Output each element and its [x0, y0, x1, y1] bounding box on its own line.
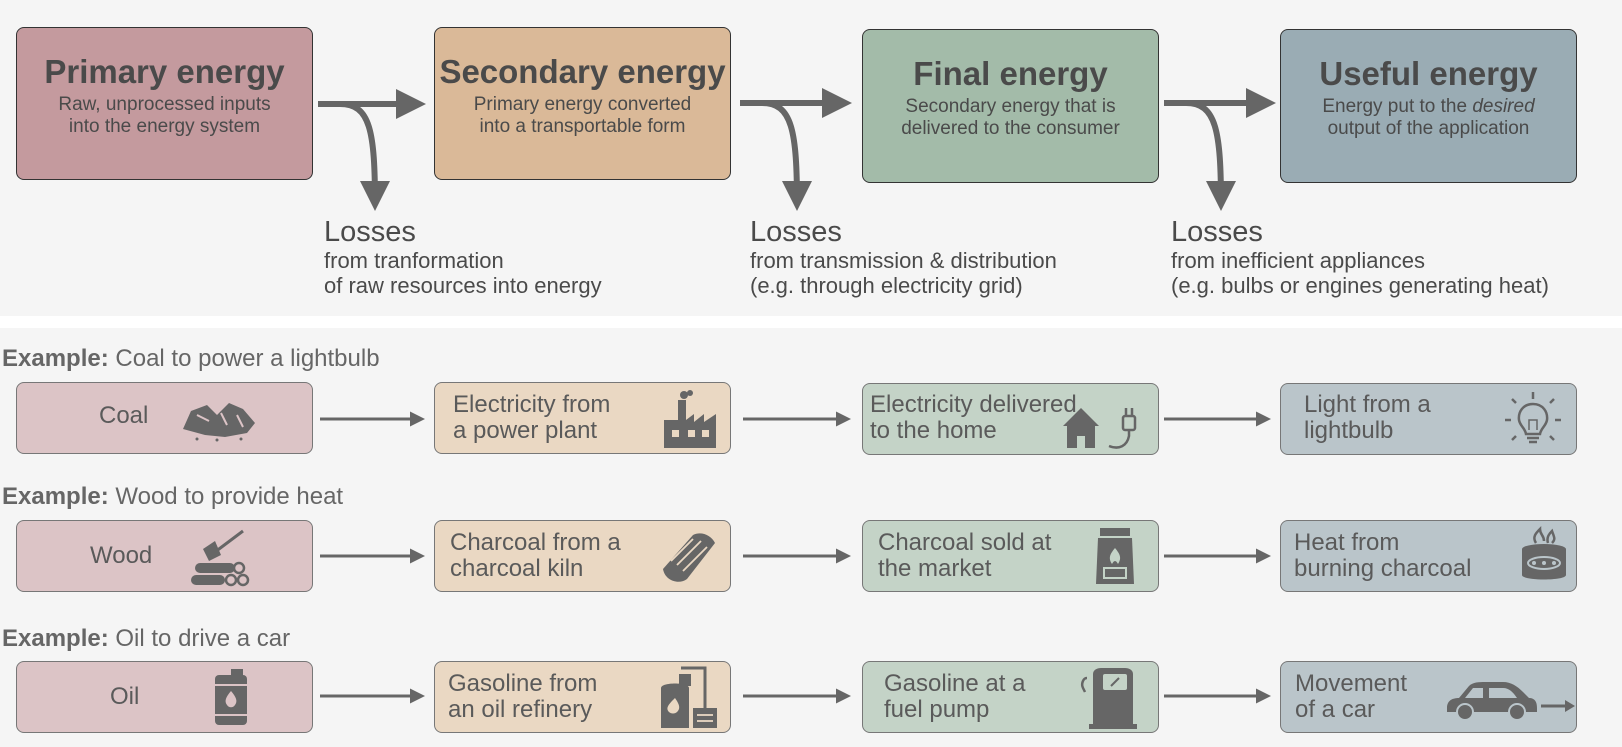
- loss-line: of raw resources into energy: [324, 273, 602, 298]
- losses-appliances: Losses from inefficient appliances (e.g.…: [1171, 216, 1549, 298]
- step-text: Oil: [110, 683, 140, 710]
- example-text: Coal to power a lightbulb: [108, 345, 380, 372]
- car-icon: [1447, 682, 1575, 721]
- example-step-secondary: Charcoal from a charcoal kiln: [434, 520, 731, 592]
- stage-desc-prefix: Energy put to the: [1322, 96, 1473, 117]
- stage-title: Secondary energy: [439, 53, 726, 90]
- example-prefix: Example:: [2, 625, 109, 652]
- band-divider: [0, 316, 1622, 328]
- example-step-secondary: Electricity from a power plant: [434, 382, 731, 454]
- coal-icon: [183, 403, 255, 442]
- loss-line: from transmission & distribution: [750, 248, 1057, 273]
- loss-line: (e.g. through electricity grid): [750, 273, 1023, 298]
- step-text: Gasoline at a fuel pump: [884, 670, 1026, 723]
- stage-desc-line-1: Primary energy converted: [473, 94, 692, 115]
- stage-desc-emphasis: desired: [1472, 96, 1535, 117]
- useful-energy-box: Useful energy Energy put to the desired …: [1280, 29, 1577, 183]
- stove-icon: [1522, 525, 1566, 580]
- lightbulb-icon: [1505, 392, 1561, 444]
- example-label: Example: Coal to power a lightbulb: [2, 345, 380, 373]
- example-arrows: [320, 411, 1271, 704]
- stage-desc-line-1: Secondary energy that is: [905, 96, 1116, 117]
- stage-desc: Energy put to the desired output of the …: [1281, 96, 1576, 140]
- loss-line: from tranformation: [324, 248, 504, 273]
- example-prefix: Example:: [2, 345, 109, 372]
- stage-title: Primary energy: [44, 53, 285, 90]
- loss-title: Losses: [1171, 216, 1263, 248]
- step-text: Movement of a car: [1295, 670, 1408, 723]
- loss-line: (e.g. bulbs or engines generating heat): [1171, 273, 1549, 298]
- top-flow-arrow-3: [1164, 88, 1276, 211]
- step-text: Electricity from a power plant: [453, 391, 611, 444]
- losses-transmission: Losses from transmission & distribution …: [750, 216, 1057, 298]
- example-text: Wood to provide heat: [108, 483, 344, 510]
- example-label: Example: Wood to provide heat: [2, 483, 343, 511]
- step-text: Coal: [99, 402, 149, 429]
- power-plant-icon: [664, 390, 716, 448]
- example-step-primary: Coal: [16, 382, 313, 454]
- charcoal-bag-icon: [1096, 528, 1134, 584]
- stage-desc: Primary energy converted into a transpor…: [435, 94, 730, 138]
- step-text: Gasoline from an oil refinery: [448, 670, 598, 723]
- stage-desc-line-2: into a transportable form: [479, 116, 686, 137]
- loss-title: Losses: [324, 216, 416, 248]
- example-step-primary: Wood: [16, 520, 313, 592]
- top-flow-arrow-1: [318, 89, 426, 211]
- house-plug-icon: [1063, 408, 1137, 449]
- losses-transformation: Losses from tranformation of raw resourc…: [324, 216, 602, 298]
- example-step-final: Charcoal sold at the market: [862, 520, 1159, 592]
- example-step-secondary: Gasoline from an oil refinery: [434, 661, 731, 733]
- example-step-final: Electricity delivered to the home: [862, 383, 1159, 455]
- final-energy-box: Final energy Secondary energy that is de…: [862, 29, 1159, 183]
- step-text: Electricity delivered to the home: [870, 391, 1077, 444]
- stage-desc: Raw, unprocessed inputs into the energy …: [17, 94, 312, 138]
- example-step-useful: Heat from burning charcoal: [1280, 520, 1577, 592]
- step-text: Charcoal sold at the market: [878, 529, 1052, 582]
- example-label: Example: Oil to drive a car: [2, 625, 290, 653]
- step-text: Light from a lightbulb: [1304, 391, 1431, 444]
- oil-barrel-icon: [215, 669, 247, 725]
- loss-title: Losses: [750, 216, 842, 248]
- example-step-useful: Movement of a car: [1280, 661, 1577, 733]
- example-step-useful: Light from a lightbulb: [1280, 383, 1577, 455]
- charcoal-icon: [663, 533, 715, 582]
- secondary-energy-box: Secondary energy Primary energy converte…: [434, 27, 731, 180]
- primary-energy-box: Primary energy Raw, unprocessed inputs i…: [16, 27, 313, 180]
- example-step-final: Gasoline at a fuel pump: [862, 661, 1159, 733]
- refinery-icon: [661, 666, 717, 728]
- stage-desc-line-2: into the energy system: [68, 116, 261, 137]
- example-text: Oil to drive a car: [108, 625, 291, 652]
- loss-line: from inefficient appliances: [1171, 248, 1425, 273]
- stage-desc-line-1: Raw, unprocessed inputs: [58, 94, 271, 115]
- axe-logs-icon: [191, 529, 250, 587]
- step-text: Charcoal from a charcoal kiln: [450, 529, 621, 582]
- example-prefix: Example:: [2, 483, 109, 510]
- step-text: Heat from burning charcoal: [1294, 529, 1472, 582]
- stage-title: Useful energy: [1319, 55, 1538, 92]
- stage-desc-line-2: delivered to the consumer: [901, 118, 1120, 139]
- step-text: Wood: [90, 542, 153, 569]
- stage-desc: Secondary energy that is delivered to th…: [863, 96, 1158, 140]
- stage-title: Final energy: [913, 55, 1108, 92]
- stage-desc-line-2: output of the application: [1327, 118, 1530, 139]
- example-step-primary: Oil: [16, 661, 313, 733]
- fuel-pump-icon: [1080, 668, 1137, 729]
- top-flow-arrow-2: [740, 88, 852, 211]
